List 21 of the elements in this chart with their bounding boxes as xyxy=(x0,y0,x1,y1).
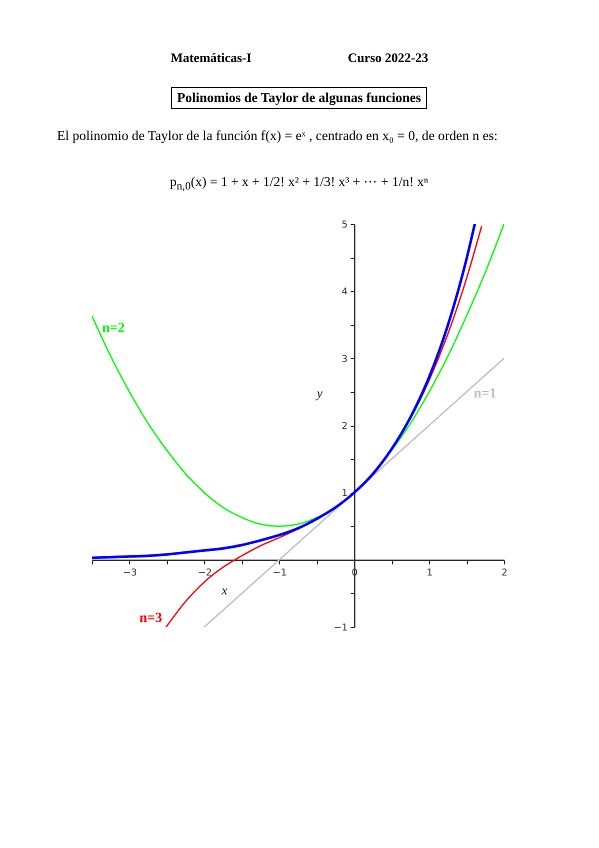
x-tick-label: −1 xyxy=(272,567,287,578)
y-axis-title: y xyxy=(314,386,323,400)
chart-title: Polinomios de Taylor de algunas funciones xyxy=(171,87,427,109)
y-tick-label: 2 xyxy=(342,421,348,432)
x-axis-title: x xyxy=(220,582,228,598)
chart-subtitle: El polinomio de Taylor de la función f(x) = eˣ , centrado en x₀ = 0, de orden n es: xyxy=(57,128,498,144)
y-tick-label: −1 xyxy=(334,622,348,634)
y-tick-label: 5 xyxy=(342,220,348,230)
y-tick-label: 4 xyxy=(342,286,348,298)
series-label: n=2 xyxy=(102,321,125,336)
text: Curso 2022-23 xyxy=(348,50,428,66)
y-tick-label: 3 xyxy=(342,354,348,365)
text: Matemáticas-I xyxy=(170,50,252,66)
x-tick-label: 2 xyxy=(501,567,508,578)
y-tick-label: 1 xyxy=(342,488,348,500)
series-label: n=1 xyxy=(474,386,496,402)
series-label: n=3 xyxy=(139,611,162,626)
text: p$_{n,0}$(x) = 1 + x + 1/2! x² + 1/3! x³ + ⋯ + 1/n! xⁿ xyxy=(170,173,428,193)
x-tick-label: −2 xyxy=(198,567,212,578)
x-tick-label: −3 xyxy=(122,567,137,578)
x-tick-label: 1 xyxy=(426,567,433,578)
